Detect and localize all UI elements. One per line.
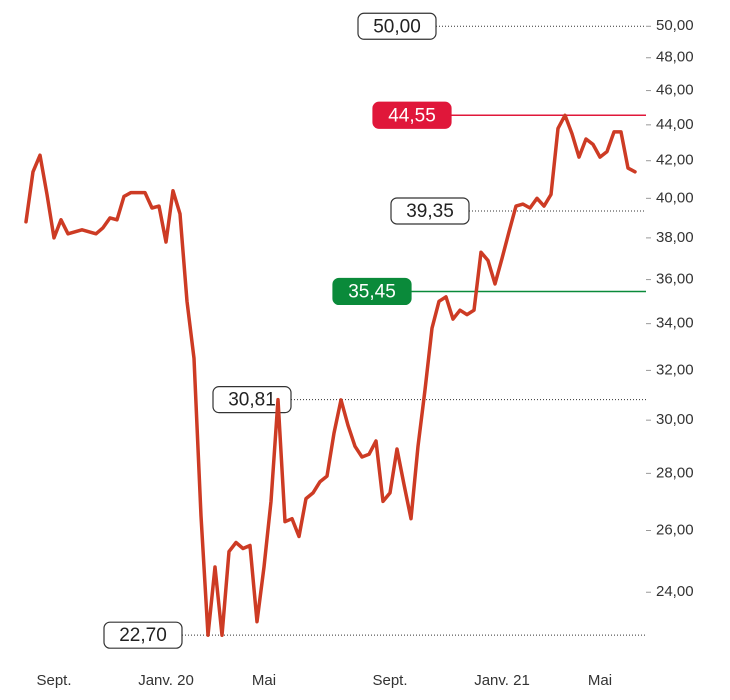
reference-label: 22,70	[119, 625, 167, 646]
x-tick-label: Janv. 20	[138, 672, 194, 689]
x-tick-label: Mai	[588, 672, 612, 689]
reference-box	[357, 12, 437, 40]
y-tick-label: 38,00	[656, 229, 694, 246]
y-tick-label: 30,00	[656, 411, 694, 428]
x-tick-label: Mai	[252, 672, 276, 689]
y-tick-label: 46,00	[656, 82, 694, 99]
reference-label: 50,00	[373, 16, 421, 37]
reference-box	[212, 386, 292, 414]
y-tick-label: 40,00	[656, 189, 694, 206]
y-tick-label: 48,00	[656, 49, 694, 66]
y-tick-label: 28,00	[656, 464, 694, 481]
y-tick-label: 32,00	[656, 361, 694, 378]
reference-box	[372, 101, 452, 129]
reference-box	[332, 277, 412, 306]
x-tick-label: Sept.	[372, 672, 407, 689]
x-tick-label: Janv. 21	[474, 672, 530, 689]
y-tick-label: 36,00	[656, 271, 694, 288]
y-tick-label: 50,00	[656, 17, 694, 34]
reference-label: 35,45	[348, 281, 396, 302]
reference-label: 39,35	[406, 201, 454, 222]
reference-label: 44,55	[388, 105, 436, 126]
reference-label: 30,81	[228, 390, 276, 411]
y-tick-label: 34,00	[656, 315, 694, 332]
reference-box	[103, 621, 183, 649]
y-tick-label: 44,00	[656, 116, 694, 133]
x-tick-label: Sept.	[36, 672, 71, 689]
price-line	[24, 113, 637, 637]
y-tick-label: 26,00	[656, 521, 694, 538]
y-tick-label: 42,00	[656, 152, 694, 169]
y-tick-label: 24,00	[656, 583, 694, 600]
reference-box	[390, 197, 470, 225]
